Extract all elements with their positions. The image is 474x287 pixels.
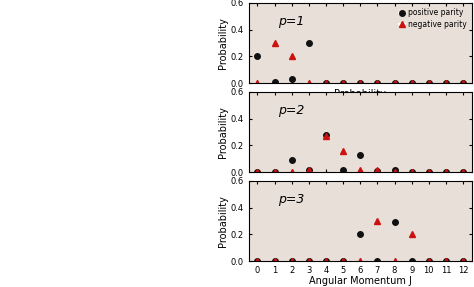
X-axis label: Probability: Probability: [334, 90, 386, 100]
Text: p=1: p=1: [278, 15, 304, 28]
Y-axis label: Probability: Probability: [218, 106, 228, 158]
Legend: positive parity, negative parity: positive parity, negative parity: [398, 7, 468, 30]
X-axis label: Angular Momentum J: Angular Momentum J: [309, 276, 412, 286]
Text: p=3: p=3: [278, 193, 304, 206]
Y-axis label: Probability: Probability: [218, 195, 228, 247]
Y-axis label: Probability: Probability: [218, 17, 228, 69]
Text: p=2: p=2: [278, 104, 304, 117]
